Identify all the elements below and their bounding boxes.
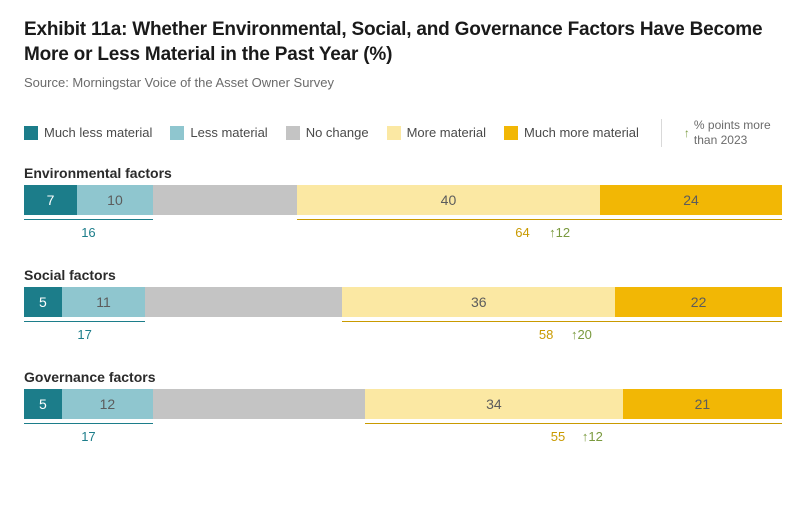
summary-right: 55 ↑12 [365,421,782,449]
chart-row: Environmental factors 710 4024 16 64 ↑12 [24,165,782,245]
legend-label: Less material [190,125,267,140]
summary-gap [153,421,365,449]
chart-row: Governance factors51234211755↑12 [24,369,782,449]
bar-segment: 5 [24,287,62,317]
legend-swatch [387,126,401,140]
bar-segment: 12 [62,389,153,419]
legend-swatch [504,126,518,140]
legend-delta-text: % points morethan 2023 [694,118,771,147]
legend-swatch [286,126,300,140]
legend-delta-note: ↑ % points morethan 2023 [684,118,771,147]
summary-delta: ↑12 [582,429,603,444]
summary-left-value: 17 [81,429,95,444]
summary-right-value: 58 [539,327,553,342]
legend-label: More material [407,125,486,140]
summary-delta-value: 12 [556,225,570,240]
summary-left-value: 17 [77,327,91,342]
summary-row: 16 64 ↑12 [24,217,782,245]
chart-area: Environmental factors 710 4024 16 64 ↑12 Socia… [24,165,782,449]
bar-track: 512 3421 [24,389,782,419]
arrow-up-icon: ↑ [684,126,690,140]
row-label: Social factors [24,267,782,283]
legend: Much less material Less material No change… [24,118,782,147]
bar-segment: 21 [623,389,782,419]
summary-row: 17 58 ↑20 [24,319,782,347]
legend-divider [661,119,662,147]
bar-segment: 24 [600,185,782,215]
row-label: Governance factors [24,369,782,385]
legend-item: More material [387,125,486,140]
summary-delta-value: 20 [577,327,591,342]
summary-left: 17 [24,319,145,347]
bar-track: 710 4024 [24,185,782,215]
summary-row: 17 55 ↑12 [24,421,782,449]
chart-row: Social factors 511 3622 17 58 ↑20 [24,267,782,347]
bar-segment: 5 [24,389,62,419]
summary-delta: ↑20 [571,327,592,342]
legend-item: Less material [170,125,267,140]
summary-left: 17 [24,421,153,449]
legend-item: No change [286,125,369,140]
summary-left: 16 [24,217,153,245]
legend-label: Much less material [44,125,152,140]
summary-gap [145,319,342,347]
exhibit-title: Exhibit 11a: Whether Environmental, Soci… [24,18,782,67]
summary-right: 64 ↑12 [297,217,782,245]
bar-segment: 11 [62,287,145,317]
bar-segment: 34 [365,389,623,419]
summary-right-value: 55 [551,429,565,444]
bar-track: 511 3622 [24,287,782,317]
row-label: Environmental factors [24,165,782,181]
legend-item: Much less material [24,125,152,140]
summary-left-value: 16 [81,225,95,240]
bar-segment: 10 [77,185,153,215]
legend-label: Much more material [524,125,639,140]
bar-segment: 22 [615,287,782,317]
summary-right: 58 ↑20 [342,319,782,347]
summary-delta: ↑12 [549,225,570,240]
summary-gap [153,217,297,245]
legend-swatch [170,126,184,140]
legend-swatch [24,126,38,140]
legend-item: Much more material [504,125,639,140]
summary-right-value: 64 [515,225,529,240]
source-line: Source: Morningstar Voice of the Asset O… [24,75,782,90]
bar-segment: 7 [24,185,77,215]
bar-segment [145,287,342,317]
bar-segment: 40 [297,185,600,215]
bar-segment [153,389,365,419]
bar-segment: 36 [342,287,615,317]
legend-label: No change [306,125,369,140]
summary-delta-value: 12 [588,429,602,444]
bar-segment [153,185,297,215]
